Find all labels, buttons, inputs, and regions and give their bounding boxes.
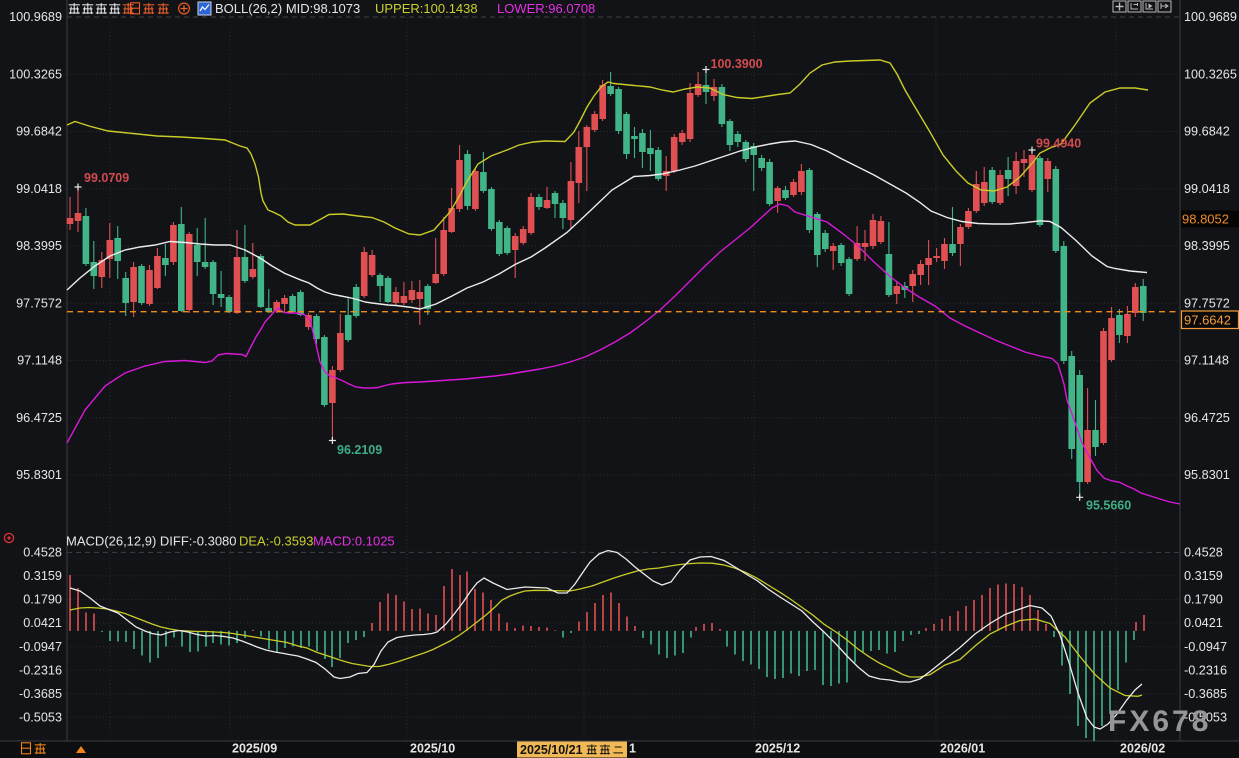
svg-text:99.6842: 99.6842 xyxy=(1184,125,1230,139)
svg-text:96.4725: 96.4725 xyxy=(16,411,62,425)
svg-text:-0.0947: -0.0947 xyxy=(1184,640,1227,654)
svg-text:1: 1 xyxy=(629,742,636,756)
svg-text:MACD:0.1025: MACD:0.1025 xyxy=(313,534,395,549)
svg-text:95.5660: 95.5660 xyxy=(1086,499,1131,513)
svg-text:BOLL(26,2) MID:98.1073: BOLL(26,2) MID:98.1073 xyxy=(215,1,360,16)
svg-text:96.2109: 96.2109 xyxy=(337,443,382,457)
svg-text:97.1148: 97.1148 xyxy=(17,354,62,368)
svg-text:MACD(26,12,9) DIFF:-0.3080: MACD(26,12,9) DIFF:-0.3080 xyxy=(66,534,237,549)
svg-text:99.0709: 99.0709 xyxy=(84,171,129,185)
svg-text:2025/10/21: 2025/10/21 xyxy=(520,743,583,757)
svg-text:-0.2316: -0.2316 xyxy=(19,663,62,677)
svg-text:99.0418: 99.0418 xyxy=(16,182,62,196)
svg-text:LOWER:96.0708: LOWER:96.0708 xyxy=(497,1,595,16)
svg-text:-0.3685: -0.3685 xyxy=(19,687,62,701)
svg-text:100.3900: 100.3900 xyxy=(711,57,763,71)
svg-text:UPPER:100.1438: UPPER:100.1438 xyxy=(375,1,478,16)
svg-text:0.3159: 0.3159 xyxy=(1184,569,1223,583)
svg-text:2026/01: 2026/01 xyxy=(940,742,985,756)
svg-text:0.0421: 0.0421 xyxy=(23,616,62,630)
svg-text:99.0418: 99.0418 xyxy=(1184,182,1230,196)
svg-text:99.4940: 99.4940 xyxy=(1036,137,1081,151)
svg-text:98.3995: 98.3995 xyxy=(16,239,62,253)
svg-text:0.3159: 0.3159 xyxy=(23,569,62,583)
svg-text:DEA:-0.3593: DEA:-0.3593 xyxy=(239,534,313,549)
svg-text:-0.5053: -0.5053 xyxy=(19,711,62,725)
svg-text:-0.3685: -0.3685 xyxy=(1184,687,1227,701)
svg-text:97.7572: 97.7572 xyxy=(16,296,62,310)
svg-text:FX678: FX678 xyxy=(1108,705,1211,738)
svg-text:98.8052: 98.8052 xyxy=(1182,212,1229,227)
svg-text:100.3265: 100.3265 xyxy=(9,68,62,82)
svg-text:97.1148: 97.1148 xyxy=(1184,354,1229,368)
svg-text:-0.2316: -0.2316 xyxy=(1184,663,1227,677)
svg-text:2025/10: 2025/10 xyxy=(410,742,455,756)
svg-text:-0.5053: -0.5053 xyxy=(1184,711,1227,725)
svg-text:100.3265: 100.3265 xyxy=(1184,68,1237,82)
svg-text:99.6842: 99.6842 xyxy=(16,125,62,139)
svg-text:96.4725: 96.4725 xyxy=(1184,411,1230,425)
svg-text:0.1790: 0.1790 xyxy=(1184,593,1223,607)
svg-text:97.6642: 97.6642 xyxy=(1184,313,1231,328)
svg-text:100.9689: 100.9689 xyxy=(9,10,62,24)
svg-text:2026/02: 2026/02 xyxy=(1120,742,1165,756)
svg-text:-0.0947: -0.0947 xyxy=(19,640,62,654)
svg-text:0.4528: 0.4528 xyxy=(23,546,62,560)
svg-text:98.3995: 98.3995 xyxy=(1184,239,1230,253)
svg-text:95.8301: 95.8301 xyxy=(1184,468,1230,482)
svg-text:0.1790: 0.1790 xyxy=(23,593,62,607)
svg-text:95.8301: 95.8301 xyxy=(16,468,62,482)
svg-text:2025/12: 2025/12 xyxy=(755,742,800,756)
svg-text:0.0421: 0.0421 xyxy=(1184,616,1223,630)
svg-text:97.7572: 97.7572 xyxy=(1184,296,1230,310)
svg-text:2025/09: 2025/09 xyxy=(232,742,277,756)
svg-text:0.4528: 0.4528 xyxy=(1184,546,1223,560)
svg-text:100.9689: 100.9689 xyxy=(1184,10,1237,24)
